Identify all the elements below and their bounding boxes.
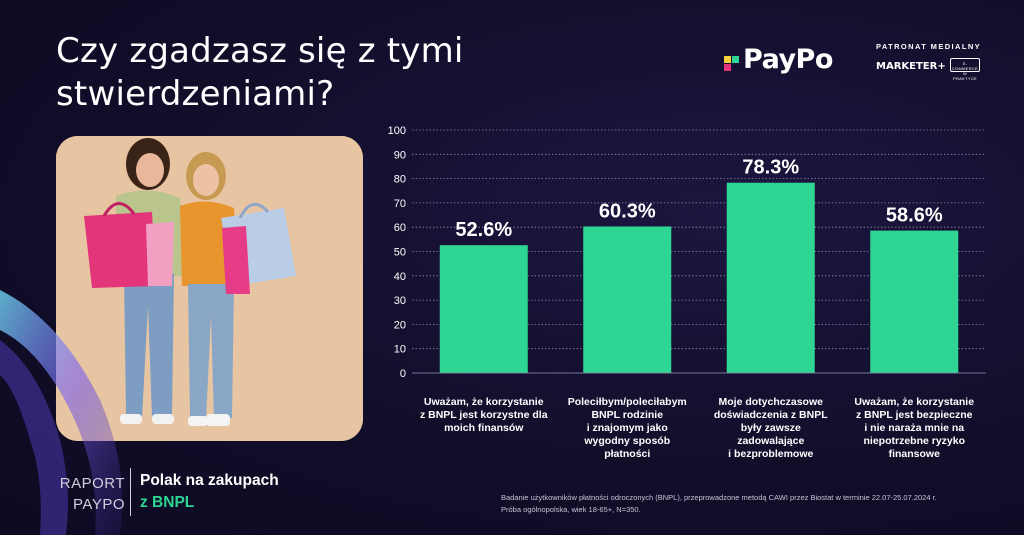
bar-value-label: 60.3% [599, 200, 656, 222]
report-label-line2: PAYPO [73, 496, 125, 513]
marketer-logo: MARKETER+ [876, 61, 946, 72]
page-title: Czy zgadzasz się z tymi stwierdzeniami? [56, 31, 464, 114]
patronat-label: PATRONAT MEDIALNY [876, 42, 982, 51]
category-label-line: i bezproblemowe [728, 448, 814, 460]
bar [870, 230, 959, 373]
footnote: Badanie użytkowników płatności odroczony… [501, 492, 1001, 516]
paypo-wordmark: PayPo [743, 44, 833, 75]
paypo-mark-icon [724, 55, 740, 72]
category-label-line: doświadczenia z BNPL [713, 409, 828, 421]
y-tick-label: 30 [394, 295, 406, 307]
bar-value-label: 78.3% [742, 157, 799, 179]
bar [439, 245, 528, 373]
y-tick-label: 50 [394, 247, 406, 259]
paypo-logo: PayPo [724, 44, 833, 75]
bar-value-label: 52.6% [455, 219, 512, 241]
category-label: Uważam, że korzystanie z BNPL jest korzys… [414, 396, 554, 435]
y-tick-label: 60 [394, 222, 406, 234]
bar [583, 226, 672, 373]
y-tick-label: 100 [388, 125, 406, 137]
footnote-line2: Próba ogólnopolska, wiek 18-65+, N=350. [501, 505, 641, 514]
category-label-line: były zawsze [740, 422, 801, 434]
y-tick-label: 0 [400, 368, 406, 380]
category-label-line: Uważam, że korzystanie [423, 396, 544, 408]
category-label-line: zadowalające [737, 435, 805, 447]
category-label-line: i nie naraża mnie na [864, 422, 965, 434]
category-label-line: Moje dotychczasowe [718, 396, 823, 408]
shopping-women-photo [56, 136, 363, 441]
category-label: Uważam, że korzystanie z BNPL jest bezpie… [844, 396, 984, 461]
category-label-line: i znajomym jako [586, 422, 668, 434]
category-label-line: Poleciłbym/poleciłabym [567, 396, 687, 408]
y-tick-label: 70 [394, 198, 406, 210]
category-label-line: z BNPL jest korzystne dla [419, 409, 548, 421]
category-label-line: moich finansów [444, 422, 524, 434]
category-label-line: finansowe [888, 448, 940, 460]
category-label-line: płatności [604, 448, 651, 460]
report-label: RAPORT PAYPO [57, 473, 125, 515]
category-label-line: wygodny sposób [584, 435, 671, 447]
category-label-line: Uważam, że korzystanie [854, 396, 975, 408]
bar [726, 182, 815, 373]
category-label: Moje dotychczasowe doświadczenia z BNPL by… [701, 396, 841, 461]
report-label-line1: RAPORT [59, 475, 125, 492]
category-label-line: BNPL rodzinie [591, 409, 664, 421]
y-tick-label: 40 [394, 271, 406, 283]
y-tick-label: 20 [394, 319, 406, 331]
footnote-line1: Badanie użytkowników płatności odroczony… [501, 493, 937, 502]
y-tick-label: 80 [394, 174, 406, 186]
ecommerce-logo: E-COMMERCE W PRAKTYCE [950, 58, 980, 81]
decorative-swirl [0, 290, 123, 535]
y-tick-label: 90 [394, 149, 406, 161]
divider [130, 468, 131, 516]
category-label-line: niepotrzebne ryzyko [863, 435, 966, 447]
bar-value-label: 58.6% [886, 205, 943, 227]
category-label: Poleciłbym/poleciłabym BNPL rodzinie i zna… [557, 396, 697, 461]
report-subtitle-line1: Polak na zakupach [140, 472, 279, 489]
report-subtitle-line2: z BNPL [140, 494, 195, 511]
category-label-line: z BNPL jest bezpieczne [855, 409, 973, 421]
y-tick-label: 10 [394, 344, 406, 356]
